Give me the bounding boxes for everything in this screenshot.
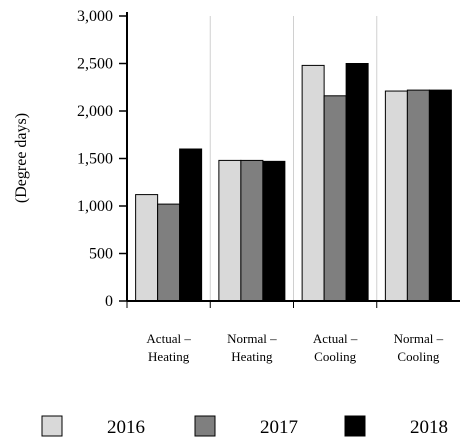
x-category-label: Actual – Cooling <box>313 331 358 364</box>
bar-2016-3 <box>384 90 408 302</box>
bar-2018-1 <box>262 160 286 302</box>
y-tick-label: 2,500 <box>77 56 113 73</box>
y-axis-title: (Degree days) <box>13 113 30 203</box>
bar-2016-0 <box>135 194 159 302</box>
chart-legend: 2016 2017 2018 <box>41 415 448 438</box>
legend-label-2018: 2018 <box>410 417 448 438</box>
bar-2018-0 <box>179 148 203 302</box>
legend-swatch-2016 <box>41 415 63 437</box>
y-tick-label: 1,500 <box>77 151 113 168</box>
y-tick-label: 3,000 <box>77 8 113 25</box>
x-axis-categories: Actual – Heating Normal – Heating Actual – Co… <box>126 301 444 364</box>
bar-2016-2 <box>301 64 325 302</box>
y-tick-label: 500 <box>89 246 113 263</box>
y-tick-label: 2,000 <box>77 103 113 120</box>
bar-2017-0 <box>157 203 181 302</box>
chart-grid <box>209 16 378 301</box>
legend-label-2016: 2016 <box>107 417 145 438</box>
bar-2016-1 <box>218 159 242 302</box>
bar-2017-3 <box>406 89 430 302</box>
legend-swatch-2017 <box>194 415 216 437</box>
x-category-label: Normal – Cooling <box>394 331 444 364</box>
bar-2017-1 <box>240 159 264 302</box>
y-axis-ticks: 0 500 1,000 1,500 2,000 2,500 3,000 <box>77 8 127 310</box>
bar-2018-2 <box>345 63 369 302</box>
bar-2017-2 <box>323 95 347 302</box>
bar-2018-3 <box>428 89 452 302</box>
legend-swatch-2018 <box>344 415 366 437</box>
y-tick-label: 0 <box>105 293 113 310</box>
chart-bars <box>135 63 452 302</box>
y-tick-label: 1,000 <box>77 198 113 215</box>
legend-label-2017: 2017 <box>260 417 298 438</box>
x-category-label: Actual – Heating <box>146 331 191 364</box>
x-category-label: Normal – Heating <box>227 331 277 364</box>
